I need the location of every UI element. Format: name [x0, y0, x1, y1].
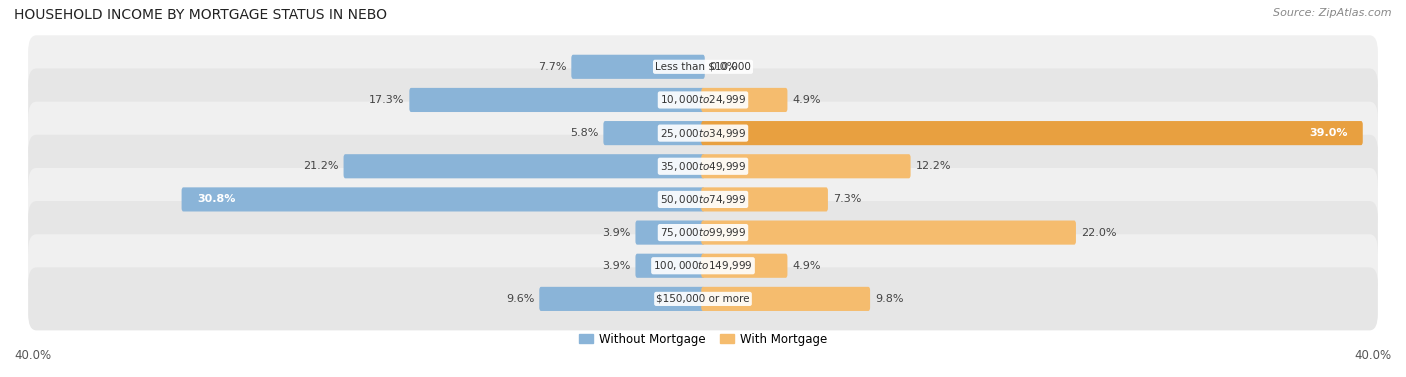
FancyBboxPatch shape — [571, 55, 704, 79]
Text: 3.9%: 3.9% — [602, 261, 630, 271]
FancyBboxPatch shape — [603, 121, 704, 145]
FancyBboxPatch shape — [702, 187, 828, 211]
Text: 4.9%: 4.9% — [793, 261, 821, 271]
Text: 21.2%: 21.2% — [304, 161, 339, 171]
Text: 4.9%: 4.9% — [793, 95, 821, 105]
Text: $150,000 or more: $150,000 or more — [657, 294, 749, 304]
FancyBboxPatch shape — [702, 221, 1076, 245]
Text: Less than $10,000: Less than $10,000 — [655, 62, 751, 72]
FancyBboxPatch shape — [181, 187, 704, 211]
FancyBboxPatch shape — [702, 254, 787, 278]
Text: 40.0%: 40.0% — [14, 349, 51, 362]
Text: HOUSEHOLD INCOME BY MORTGAGE STATUS IN NEBO: HOUSEHOLD INCOME BY MORTGAGE STATUS IN N… — [14, 8, 387, 21]
Text: 0.0%: 0.0% — [710, 62, 738, 72]
FancyBboxPatch shape — [702, 88, 787, 112]
Text: 39.0%: 39.0% — [1309, 128, 1347, 138]
Text: $100,000 to $149,999: $100,000 to $149,999 — [654, 259, 752, 272]
FancyBboxPatch shape — [28, 69, 1378, 132]
FancyBboxPatch shape — [702, 154, 911, 178]
FancyBboxPatch shape — [343, 154, 704, 178]
FancyBboxPatch shape — [28, 234, 1378, 297]
Text: $35,000 to $49,999: $35,000 to $49,999 — [659, 160, 747, 173]
FancyBboxPatch shape — [540, 287, 704, 311]
Text: $75,000 to $99,999: $75,000 to $99,999 — [659, 226, 747, 239]
Text: 12.2%: 12.2% — [915, 161, 950, 171]
Text: 9.8%: 9.8% — [875, 294, 904, 304]
Text: 7.7%: 7.7% — [538, 62, 567, 72]
Text: $25,000 to $34,999: $25,000 to $34,999 — [659, 127, 747, 139]
FancyBboxPatch shape — [28, 35, 1378, 98]
Text: 40.0%: 40.0% — [1355, 349, 1392, 362]
Text: $10,000 to $24,999: $10,000 to $24,999 — [659, 93, 747, 106]
Text: 9.6%: 9.6% — [506, 294, 534, 304]
Legend: Without Mortgage, With Mortgage: Without Mortgage, With Mortgage — [574, 328, 832, 350]
Text: 22.0%: 22.0% — [1081, 228, 1116, 238]
FancyBboxPatch shape — [636, 221, 704, 245]
Text: 30.8%: 30.8% — [197, 195, 235, 204]
FancyBboxPatch shape — [28, 267, 1378, 330]
Text: 5.8%: 5.8% — [569, 128, 599, 138]
Text: 3.9%: 3.9% — [602, 228, 630, 238]
Text: 17.3%: 17.3% — [368, 95, 405, 105]
Text: 7.3%: 7.3% — [832, 195, 862, 204]
FancyBboxPatch shape — [702, 121, 1362, 145]
FancyBboxPatch shape — [28, 135, 1378, 198]
Text: Source: ZipAtlas.com: Source: ZipAtlas.com — [1274, 8, 1392, 18]
FancyBboxPatch shape — [28, 102, 1378, 165]
FancyBboxPatch shape — [702, 287, 870, 311]
Text: $50,000 to $74,999: $50,000 to $74,999 — [659, 193, 747, 206]
FancyBboxPatch shape — [28, 201, 1378, 264]
FancyBboxPatch shape — [409, 88, 704, 112]
FancyBboxPatch shape — [28, 168, 1378, 231]
FancyBboxPatch shape — [636, 254, 704, 278]
